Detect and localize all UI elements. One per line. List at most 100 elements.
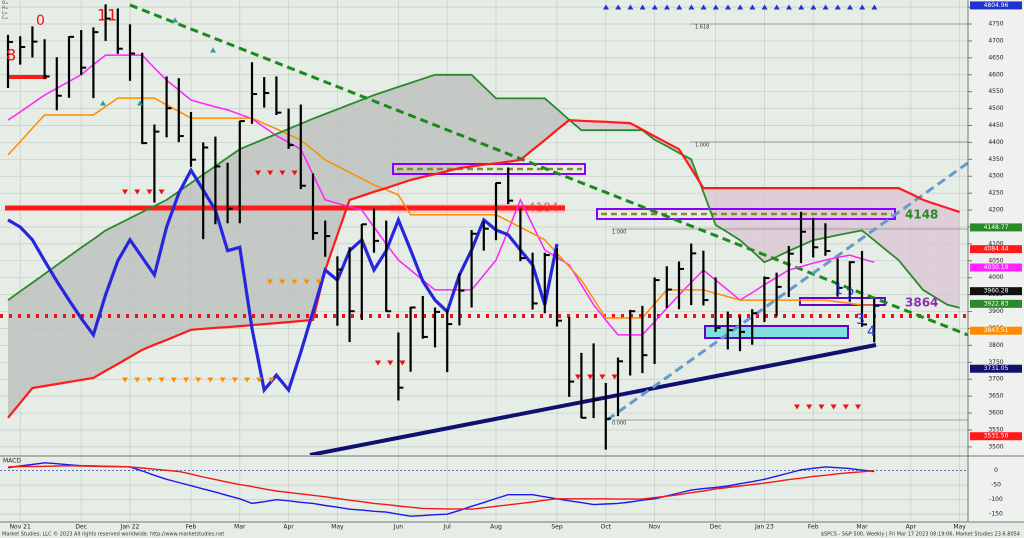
trend-line [129,3,968,337]
level-label: 4184 [528,201,559,215]
signal-marker [267,170,274,176]
cloud-segment [752,188,765,263]
signal-marker [303,279,310,285]
cloud-segment [252,139,265,326]
y-tick-label: 4500 [988,105,1003,112]
cloud-segment [849,188,862,233]
cloud-segment [239,144,252,327]
cloud-segment [544,98,557,141]
cloud-segment [447,74,460,172]
price-label: 3843.51 [984,327,1009,334]
signal-marker [688,4,695,10]
y-tick-label: -100 [989,496,1003,503]
signal-marker [158,377,165,383]
ohlc-legend: C= [2,15,8,20]
signal-marker [122,189,128,195]
y-tick-label: 4000 [988,274,1003,281]
y-tick-label: 3750 [988,359,1003,366]
cloud-segment [557,108,570,130]
cloud-segment [801,188,814,246]
signal-marker [146,377,153,383]
cloud-segment [581,120,594,131]
signal-marker [847,4,853,10]
signal-marker [761,4,768,10]
signal-markers [100,4,878,410]
cloud-segment [947,208,960,308]
wave-label: 2 [846,287,855,303]
signal-marker [737,4,744,10]
signal-marker [244,377,250,383]
annotations: 11 8 0 4184 4148 3864 1 2 3 4 1.618 1.00… [2,0,938,427]
cloud-segment [166,191,179,340]
signal-marker [676,4,683,10]
signal-marker [725,4,731,10]
x-tick-label: Jan 23 [754,524,774,531]
signal-marker [627,4,634,10]
signal-marker [315,279,322,285]
cloud-segment [776,188,789,257]
signal-marker [871,4,878,10]
signal-marker [183,377,189,383]
y-tick-label: -50 [991,482,1001,489]
cloud-segment [618,122,631,131]
cloud-segment [8,291,21,418]
cloud-segment [288,123,301,323]
cloud-segment [56,256,69,384]
signal-marker [810,4,817,10]
y-tick-label: 3550 [988,426,1003,433]
cloud-segment [374,91,387,192]
price-label-box [970,1,1022,10]
cloud-segment [910,193,923,290]
signal-marker [599,374,606,380]
ohlc-legend: L= [2,10,8,15]
cloud-segment [20,282,33,403]
y-tick-label: 4050 [988,257,1003,264]
price-label-box [970,432,1022,441]
trend-line [606,160,968,422]
signal-marker [639,4,646,10]
y-tick-label: 3600 [988,410,1003,417]
y-tick-label: 3500 [988,443,1003,450]
cloud-segment [191,174,204,330]
y-tick-label: 4550 [988,88,1003,95]
signal-marker [279,170,286,176]
indicator-line [7,97,875,319]
cloud-segment [178,183,191,335]
x-tick-label: Feb [186,524,197,531]
price-label-box [970,299,1022,308]
signal-marker [830,404,837,410]
price-label: 3922.83 [984,300,1009,307]
cloud-segment [837,188,850,236]
y-tick-label: 4200 [988,207,1003,214]
price-label: 4804.96 [984,2,1009,9]
y-tick-label: 4600 [988,71,1003,78]
signal-marker [575,374,581,380]
price-bars [6,4,880,450]
signal-marker [219,377,226,383]
signal-marker [712,4,719,10]
y-tick-label: 4100 [988,240,1003,247]
y-tick-label: 4450 [988,122,1003,129]
cloud-segment [130,212,143,357]
signal-marker [291,279,298,285]
ohlc-legend: H= [2,5,8,10]
x-tick-label: May [331,524,344,531]
price-label: 3731.05 [984,365,1009,372]
y-tick-label: 3900 [988,308,1003,315]
fib-label: 1.000 [612,230,626,236]
wave-label: 3 [856,312,865,328]
x-tick-label: Apr [283,524,294,531]
cloud-segment [105,224,118,371]
cloud-segment [508,98,521,162]
cloud-segment [422,74,435,177]
price-label-box [970,223,1022,232]
cloud-segment [398,82,411,185]
macd-lines [7,462,875,517]
level-label: 4148 [905,208,938,222]
cloud-segment [886,188,899,261]
indicator-line [7,166,559,394]
signal-marker [399,360,406,366]
x-tick-label: Nov [649,524,661,531]
cloud-segment [276,128,289,324]
